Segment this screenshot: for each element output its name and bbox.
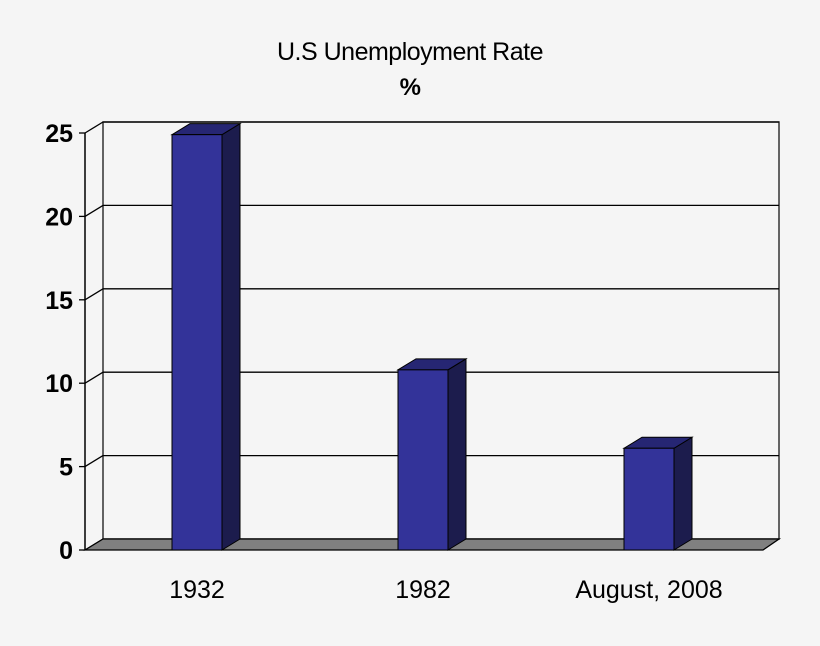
gridline-depth xyxy=(84,204,104,217)
bar-front xyxy=(623,447,675,551)
bar-side xyxy=(673,436,693,551)
y-tick-label: 20 xyxy=(45,203,73,231)
gridline-depth xyxy=(84,371,104,384)
bar-front xyxy=(397,369,449,551)
y-axis: 0 5 10 15 20 25 xyxy=(45,120,85,565)
chart-title: U.S Unemployment Rate xyxy=(276,38,544,66)
y-tick-label: 5 xyxy=(59,454,73,482)
y-tick-label: 0 xyxy=(59,537,73,565)
bar-side xyxy=(447,357,467,551)
gridline-depth xyxy=(84,121,104,134)
gridline-depth xyxy=(84,455,104,468)
bars xyxy=(170,122,694,551)
chart-subtitle-unit: % xyxy=(399,74,421,101)
y-tick-label: 10 xyxy=(45,370,73,398)
x-axis: 1932 1982 August, 2008 xyxy=(169,576,722,604)
bar-august-2008 xyxy=(622,436,694,551)
x-tick-label: August, 2008 xyxy=(575,576,722,604)
gridline-depth xyxy=(84,288,104,301)
bar-front xyxy=(171,134,223,551)
x-tick-label: 1982 xyxy=(395,576,451,604)
x-tick-label: 1932 xyxy=(169,576,225,604)
bar-1982 xyxy=(396,357,468,551)
bar-side xyxy=(221,122,241,551)
bar-1932 xyxy=(170,122,242,551)
y-tick-label: 25 xyxy=(45,120,73,148)
y-tick-label: 15 xyxy=(45,287,73,315)
